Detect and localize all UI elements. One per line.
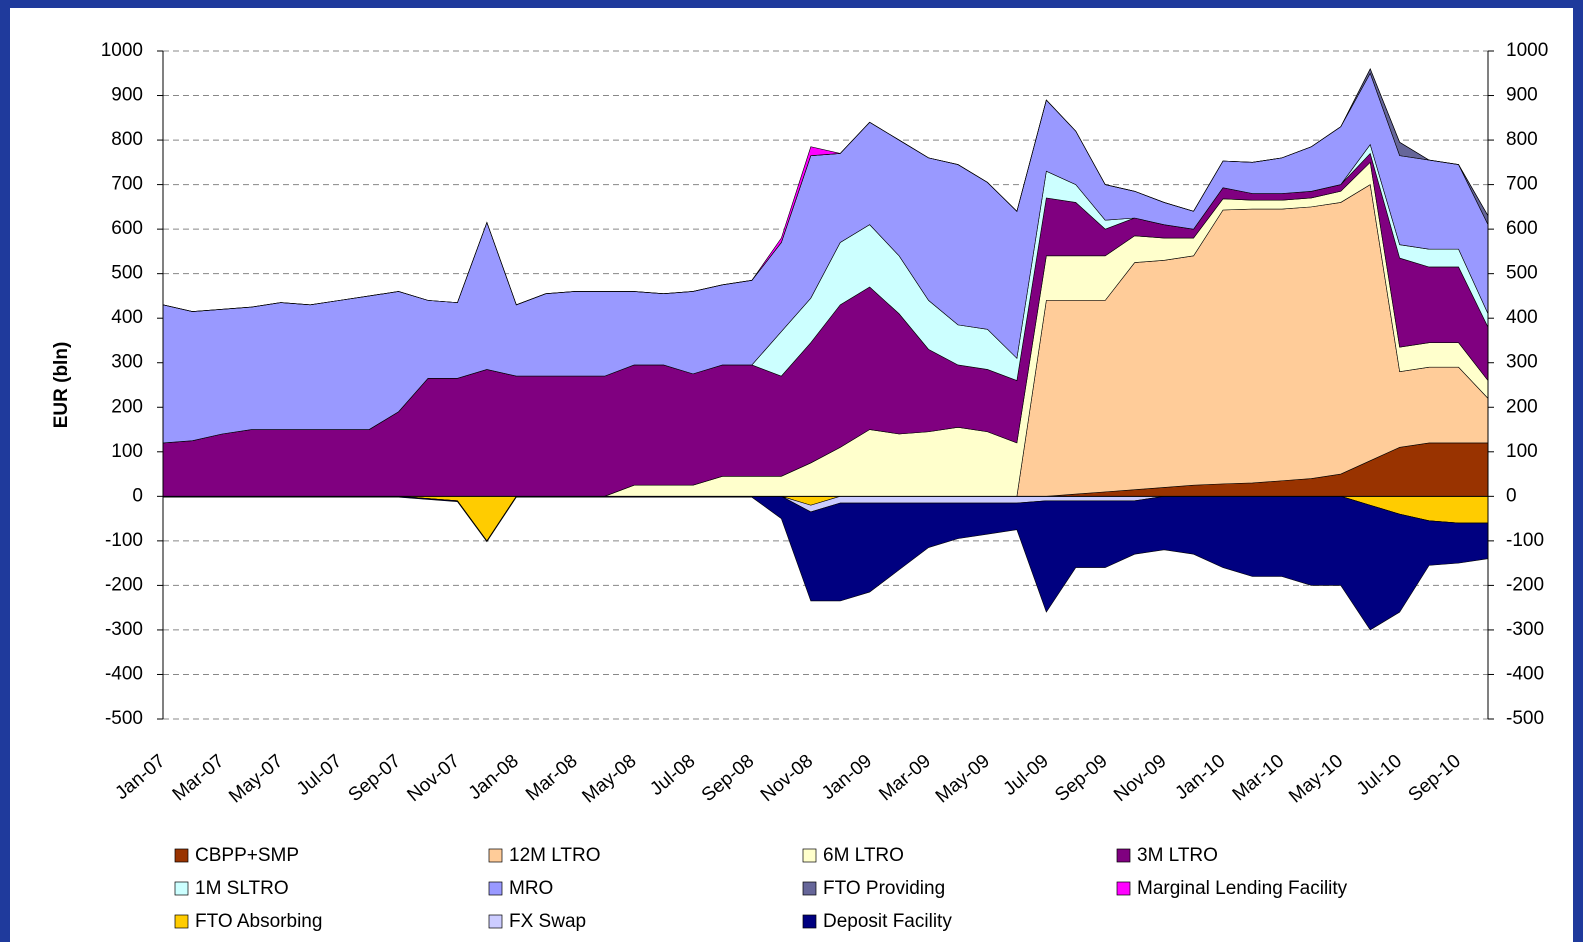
y-tick-label: 400 [111, 307, 143, 328]
y-tick-label: -500 [105, 708, 143, 729]
y2-tick-label: 500 [1506, 263, 1538, 284]
legend-label: 12M LTRO [509, 845, 601, 866]
legend-swatch [174, 914, 189, 929]
y2-tick-label: 600 [1506, 218, 1538, 239]
y-tick-label: 600 [111, 218, 143, 239]
legend-label: Marginal Lending Facility [1137, 878, 1348, 899]
legend-swatch [488, 848, 503, 863]
legend-swatch [488, 881, 503, 896]
legend-label: 6M LTRO [823, 845, 904, 866]
legend-swatch [802, 914, 817, 929]
y2-tick-label: 100 [1506, 441, 1538, 462]
legend-label: FTO Absorbing [195, 911, 322, 932]
y-axis-label: EUR (bln) [51, 342, 72, 429]
y2-tick-label: 0 [1506, 485, 1517, 506]
y-tick-label: 300 [111, 352, 143, 373]
y-tick-label: 900 [111, 85, 143, 106]
legend-swatch [174, 881, 189, 896]
legend-label: MRO [509, 878, 553, 899]
y2-tick-label: -300 [1506, 619, 1544, 640]
y2-tick-label: 200 [1506, 396, 1538, 417]
y2-tick-label: 300 [1506, 352, 1538, 373]
legend-swatch [488, 914, 503, 929]
y2-tick-label: -100 [1506, 530, 1544, 551]
y2-tick-label: 800 [1506, 129, 1538, 150]
legend-label: Deposit Facility [823, 911, 952, 932]
y2-tick-label: -400 [1506, 663, 1544, 684]
y2-tick-label: 400 [1506, 307, 1538, 328]
legend-label: FTO Providing [823, 878, 945, 899]
legend-swatch [1116, 848, 1131, 863]
legend-label: CBPP+SMP [195, 845, 299, 866]
y-tick-label: -200 [105, 574, 143, 595]
legend-swatch [802, 848, 817, 863]
y-tick-label: -400 [105, 663, 143, 684]
y2-tick-label: 900 [1506, 85, 1538, 106]
y2-tick-label: 700 [1506, 174, 1538, 195]
y2-tick-label: -200 [1506, 574, 1544, 595]
legend-swatch [1116, 881, 1131, 896]
y-tick-label: -100 [105, 530, 143, 551]
y-tick-label: -300 [105, 619, 143, 640]
legend-swatch [174, 848, 189, 863]
y-tick-label: 800 [111, 129, 143, 150]
legend-label: 3M LTRO [1137, 845, 1218, 866]
y-tick-label: 500 [111, 263, 143, 284]
y-tick-label: 100 [111, 441, 143, 462]
y2-tick-label: -500 [1506, 708, 1544, 729]
legend-swatch [802, 881, 817, 896]
y-tick-label: 200 [111, 396, 143, 417]
legend-label: FX Swap [509, 911, 586, 932]
legend-label: 1M SLTRO [195, 878, 289, 899]
y-tick-label: 700 [111, 174, 143, 195]
y-tick-label: 1000 [101, 40, 143, 61]
y-tick-label: 0 [132, 485, 143, 506]
y2-tick-label: 1000 [1506, 40, 1548, 61]
